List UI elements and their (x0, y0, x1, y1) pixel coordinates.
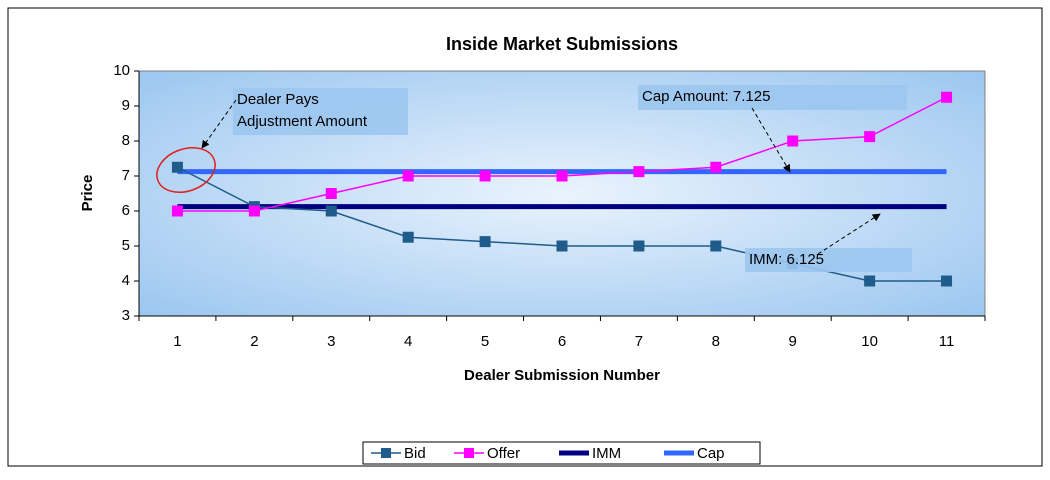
legend-label: Bid (404, 445, 426, 462)
series-marker (402, 231, 414, 243)
series-marker (633, 166, 645, 178)
legend-label: Cap (697, 445, 725, 462)
annotation-text: Cap Amount: 7.125 (642, 88, 770, 105)
series-marker (864, 275, 876, 287)
chart-title: Inside Market Submissions (446, 34, 678, 54)
y-tick-label: 4 (122, 272, 130, 289)
series-marker (248, 205, 260, 217)
y-tick-label: 7 (122, 167, 130, 184)
x-tick-label: 5 (481, 333, 489, 350)
legend-label: Offer (487, 445, 520, 462)
x-tick-label: 7 (635, 333, 643, 350)
annotation-text: IMM: 6.125 (749, 251, 824, 268)
y-tick-label: 3 (122, 307, 130, 324)
series-marker (633, 240, 645, 252)
annotation-box (638, 85, 907, 110)
x-tick-label: 2 (250, 333, 258, 350)
y-axis-label: Price (79, 175, 96, 212)
series-marker (479, 236, 491, 248)
y-tick-label: 8 (122, 132, 130, 149)
series-marker (171, 205, 183, 217)
highlight-ellipse (156, 147, 216, 193)
y-tick-label: 5 (122, 237, 130, 254)
series-marker (402, 170, 414, 182)
legend-marker (464, 448, 474, 458)
annotation-arrow (817, 213, 881, 255)
x-tick-label: 6 (558, 333, 566, 350)
series-marker (556, 240, 568, 252)
y-tick-label: 10 (113, 62, 130, 79)
x-tick-label: 3 (327, 333, 335, 350)
series-marker (941, 275, 953, 287)
series-marker (479, 170, 491, 182)
legend-label: IMM (592, 445, 621, 462)
series-marker (864, 131, 876, 143)
legend-marker (381, 448, 391, 458)
series-marker (787, 135, 799, 147)
x-tick-label: 1 (173, 333, 181, 350)
series-marker (941, 91, 953, 103)
annotation-arrow (751, 107, 791, 173)
series-marker (325, 205, 337, 217)
y-tick-label: 9 (122, 97, 130, 114)
x-tick-label: 9 (789, 333, 797, 350)
series-marker (171, 161, 183, 173)
x-tick-label: 8 (712, 333, 720, 350)
annotation-arrow (201, 99, 237, 149)
annotation-box (233, 88, 408, 135)
x-tick-label: 4 (404, 333, 412, 350)
x-tick-label: 10 (861, 333, 878, 350)
x-axis-label: Dealer Submission Number (464, 367, 660, 384)
y-tick-label: 6 (122, 202, 130, 219)
series-marker (710, 161, 722, 173)
x-tick-label: 11 (939, 333, 955, 350)
series-marker (556, 170, 568, 182)
series-marker (325, 188, 337, 199)
series-marker (710, 240, 722, 252)
annotation-text: Adjustment Amount (237, 113, 368, 130)
annotation-box (745, 248, 912, 272)
annotation-text: Dealer Pays (237, 91, 319, 108)
